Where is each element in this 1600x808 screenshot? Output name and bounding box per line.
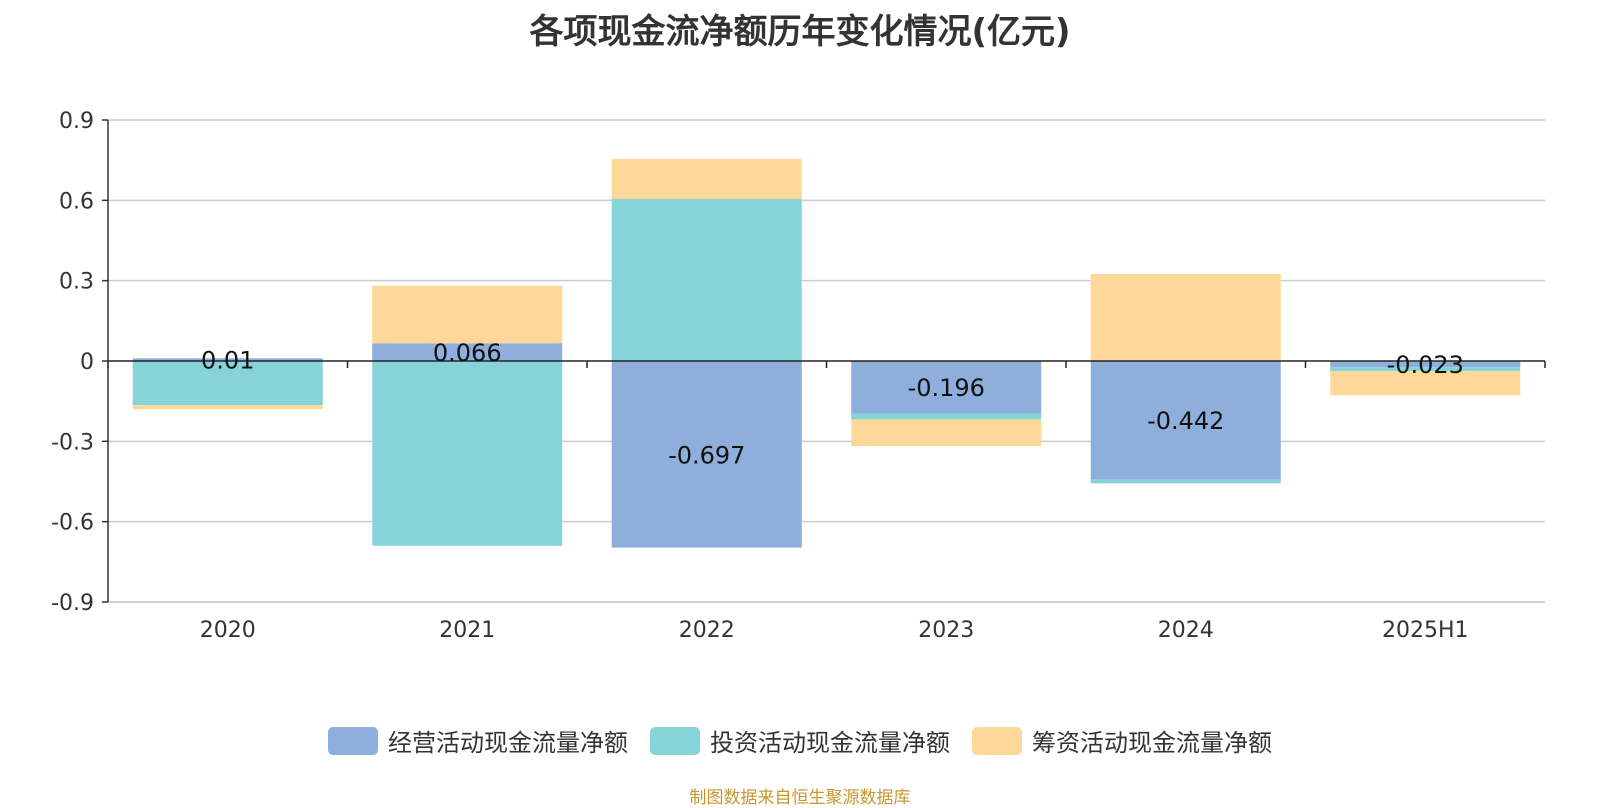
x-tick-label-2022: 2022 bbox=[679, 618, 735, 643]
bar-2025H1-series-0 bbox=[1330, 361, 1521, 368]
bar-2024-series-0 bbox=[1090, 361, 1281, 480]
bar-2021-series-2 bbox=[372, 285, 563, 344]
x-tick-label-2020: 2020 bbox=[200, 618, 256, 643]
y-tick-label: 0.3 bbox=[59, 270, 94, 295]
axis-layer: 0.9 0.6 0.3 0 -0.3 -0.6 -0.9 2020 2021 2022 2023 20… bbox=[51, 109, 1546, 643]
chart-plot: 0.9 0.6 0.3 0 -0.3 -0.6 -0.9 2020 2021 2022 2023 20… bbox=[51, 109, 1546, 643]
bar-2025H1-series-1 bbox=[1330, 367, 1521, 372]
bar-2023-series-2 bbox=[851, 419, 1042, 447]
data-label-2020: 0.01 bbox=[201, 347, 254, 375]
data-label-2021: 0.066 bbox=[433, 339, 502, 367]
label-layer: 0.01 0.066 -0.697 -0.196 -0.442 -0.023 bbox=[201, 339, 1464, 469]
chart-title: 各项现金流净额历年变化情况(亿元) bbox=[529, 12, 1071, 52]
legend-swatch-financing bbox=[972, 726, 1022, 755]
data-label-2023: -0.196 bbox=[908, 374, 985, 402]
y-tick-label: -0.3 bbox=[51, 430, 94, 455]
bar-2021-series-0 bbox=[372, 343, 563, 361]
x-tick-label-2024: 2024 bbox=[1158, 618, 1214, 643]
x-tick-label-2023: 2023 bbox=[918, 618, 974, 643]
legend-label-financing: 筹资活动现金流量净额 bbox=[1032, 729, 1272, 757]
x-tick-label-2021: 2021 bbox=[439, 618, 495, 643]
bar-2020-series-1 bbox=[132, 361, 323, 406]
data-label-2025H1: -0.023 bbox=[1387, 351, 1464, 379]
bar-2020-series-2 bbox=[132, 405, 323, 410]
bar-2020-series-0 bbox=[132, 358, 323, 361]
data-label-2024: -0.442 bbox=[1147, 407, 1224, 435]
bar-2021-series-1 bbox=[372, 361, 563, 546]
legend-item-operating[interactable]: 经营活动现金流量净额 bbox=[328, 723, 628, 758]
y-tick-label: 0 bbox=[80, 350, 94, 375]
legend-swatch-investing bbox=[650, 726, 700, 755]
legend-label-investing: 投资活动现金流量净额 bbox=[710, 729, 950, 757]
bar-2023-series-1 bbox=[851, 413, 1042, 420]
x-tick-label-2025H1: 2025H1 bbox=[1382, 618, 1469, 643]
y-tick-label: -0.9 bbox=[51, 591, 94, 616]
y-tick-label: 0.6 bbox=[59, 189, 94, 214]
bar-2022-series-2 bbox=[611, 158, 802, 199]
y-tick-label: -0.6 bbox=[51, 511, 94, 536]
bar-2025H1-series-2 bbox=[1330, 371, 1521, 396]
legend-item-investing[interactable]: 投资活动现金流量净额 bbox=[650, 723, 950, 758]
bar-2023-series-0 bbox=[851, 361, 1042, 414]
y-tick-label: 0.9 bbox=[59, 109, 94, 134]
bar-2022-series-0 bbox=[611, 361, 802, 548]
bar-2024-series-2 bbox=[1090, 273, 1281, 361]
bar-2024-series-1 bbox=[1090, 479, 1281, 484]
source-note: 制图数据来自恒生聚源数据库 bbox=[689, 788, 911, 808]
legend-swatch-operating bbox=[328, 726, 378, 755]
bar-layer bbox=[132, 158, 1521, 548]
data-label-2022: -0.697 bbox=[668, 441, 745, 469]
legend-label-operating: 经营活动现金流量净额 bbox=[388, 729, 628, 757]
legend-item-financing[interactable]: 筹资活动现金流量净额 bbox=[972, 723, 1272, 758]
legend: 经营活动现金流量净额 投资活动现金流量净额 筹资活动现金流量净额 bbox=[0, 723, 1600, 758]
bar-2022-series-1 bbox=[611, 198, 802, 361]
